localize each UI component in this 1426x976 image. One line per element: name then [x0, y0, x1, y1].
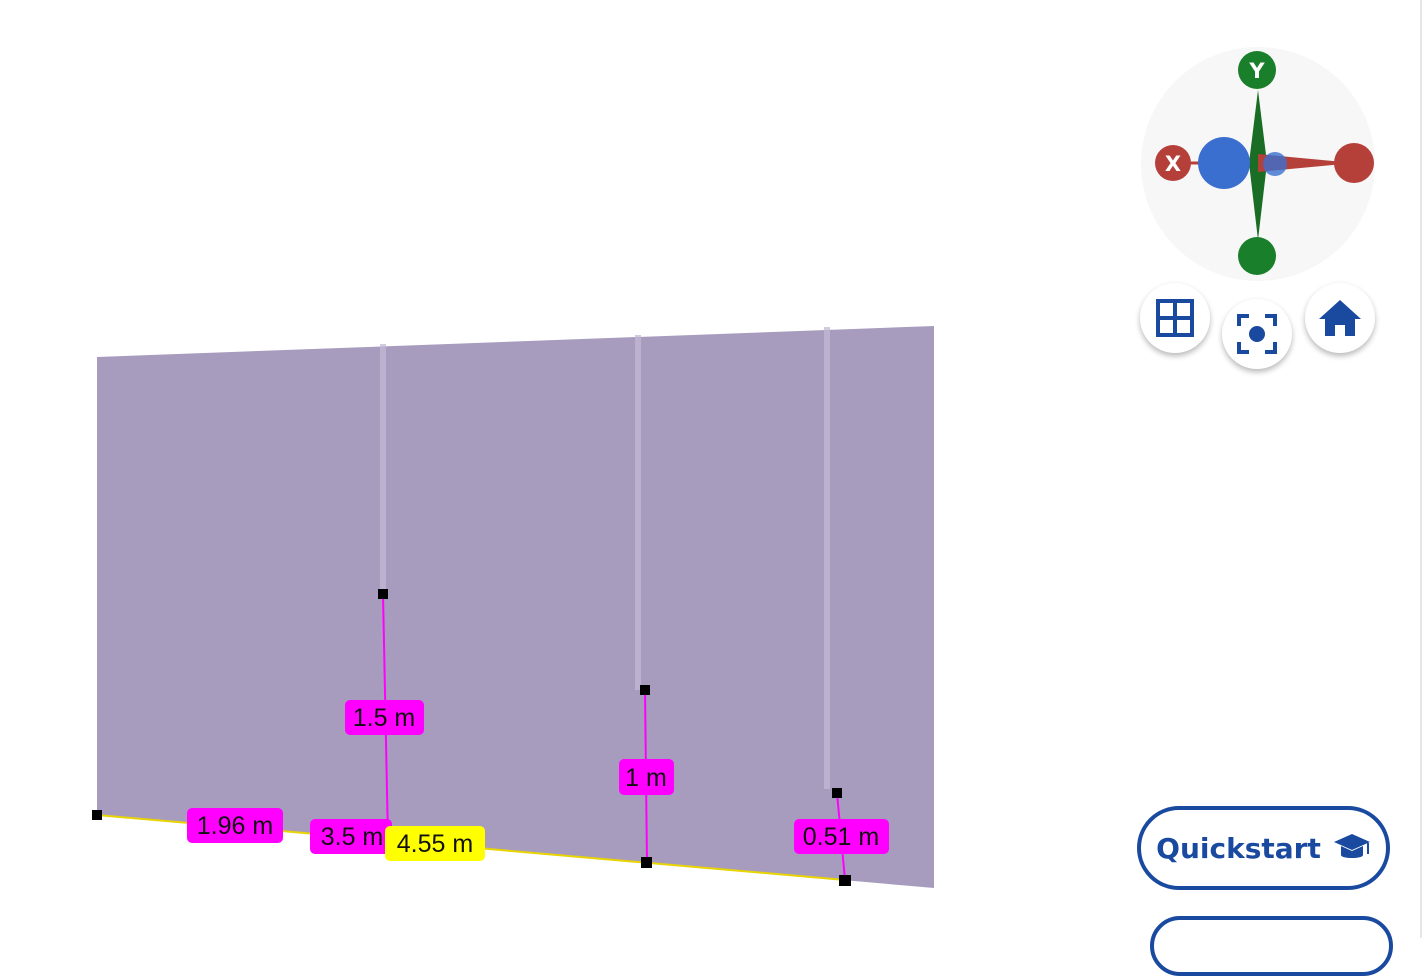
dimension-label-text: 4.55 m: [397, 830, 473, 858]
quickstart-label: Quickstart: [1156, 831, 1321, 865]
z-axis-handle[interactable]: [1198, 137, 1250, 189]
wall-panel[interactable]: [97, 326, 934, 888]
panel-divider: [1420, 0, 1422, 938]
dimension-label-text: 1 m: [625, 764, 667, 792]
x-axis-negative-handle[interactable]: [1155, 145, 1191, 181]
quickstart-button[interactable]: Quickstart: [1137, 806, 1390, 890]
dimension-point[interactable]: [378, 589, 388, 599]
3d-viewport[interactable]: 1.96 m 3.5 m 1.5 m 1 m 0.51 m 4.55 m: [0, 0, 1426, 938]
x-axis-positive-handle[interactable]: [1334, 143, 1374, 183]
dimension-label-text: 1.96 m: [197, 812, 273, 840]
x-axis-label: X: [1165, 152, 1181, 176]
y-axis-positive-handle[interactable]: [1238, 51, 1276, 89]
grid-view-button[interactable]: [1140, 283, 1210, 353]
dimension-label-1-96[interactable]: 1.96 m: [187, 808, 283, 843]
z-axis-back-handle[interactable]: [1263, 152, 1287, 176]
dimension-point[interactable]: [641, 857, 652, 868]
dimension-point[interactable]: [839, 875, 851, 886]
y-axis-label: Y: [1248, 59, 1265, 83]
graduation-cap-icon: [1333, 834, 1370, 858]
y-axis-negative-handle[interactable]: [1238, 237, 1276, 275]
wall-scene[interactable]: 1.96 m 3.5 m 1.5 m 1 m 0.51 m 4.55 m: [0, 0, 1426, 938]
dimension-point[interactable]: [832, 788, 842, 798]
home-icon: [1319, 300, 1361, 336]
dimension-point[interactable]: [640, 685, 650, 695]
secondary-action-button[interactable]: [1150, 916, 1393, 976]
dimension-label-0-51[interactable]: 0.51 m: [794, 819, 889, 854]
focus-camera-button[interactable]: [1222, 299, 1292, 369]
wall-post: [824, 327, 830, 789]
grid-view-icon: [1156, 299, 1194, 337]
dimension-label-text: 3.5 m: [321, 823, 384, 851]
wall-post: [380, 344, 386, 594]
total-dimension-label[interactable]: 4.55 m: [385, 826, 485, 861]
dimension-label-1-5[interactable]: 1.5 m: [345, 700, 424, 735]
wall-post: [635, 335, 641, 690]
dimension-label-text: 0.51 m: [803, 823, 879, 851]
focus-camera-icon: [1237, 314, 1277, 354]
dimension-label-3-5[interactable]: 3.5 m: [310, 819, 392, 854]
dimension-label-text: 1.5 m: [353, 704, 416, 732]
home-view-button[interactable]: [1305, 283, 1375, 353]
dimension-label-1[interactable]: 1 m: [619, 759, 674, 795]
axis-gizmo[interactable]: Y X: [1140, 46, 1376, 282]
dimension-point[interactable]: [92, 810, 102, 820]
